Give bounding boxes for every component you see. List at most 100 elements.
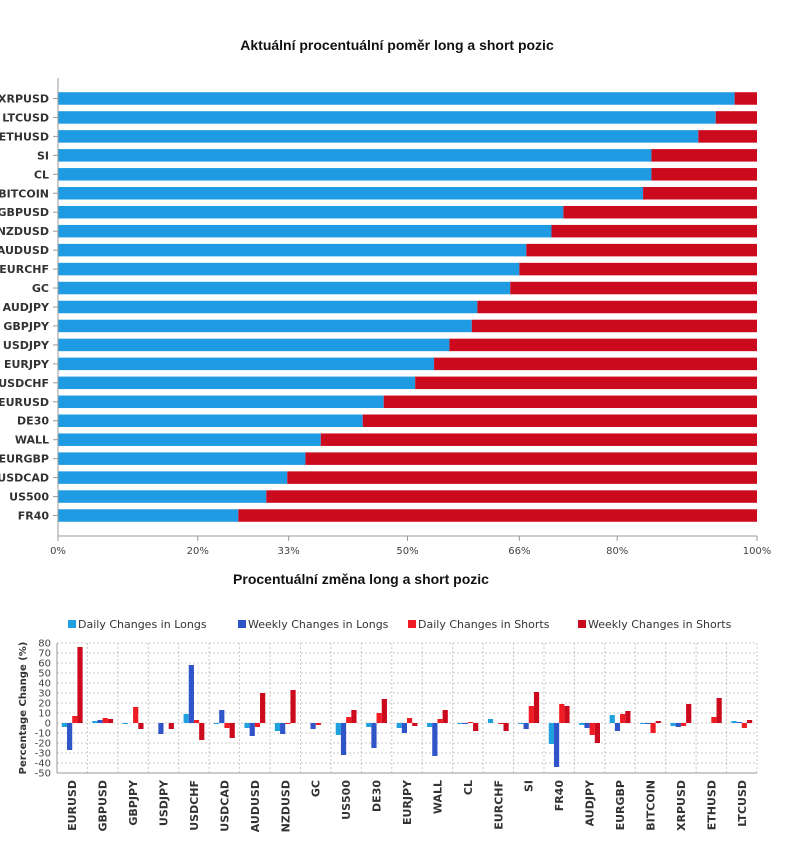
bar-weekly-short-wall — [442, 710, 448, 723]
x-tick-label: EURJPY — [401, 779, 414, 825]
bar-weekly-long-gc — [310, 723, 316, 729]
bar-daily-long-us500 — [335, 723, 341, 735]
bar-daily-long-usdcad — [213, 723, 220, 724]
bar-daily-short-nzdusd — [285, 723, 291, 724]
y-tick-label: 70 — [38, 649, 51, 660]
bar-long-us500 — [58, 490, 267, 503]
bar-daily-long-nzdusd — [274, 723, 281, 731]
bar-daily-short-usdchf — [193, 720, 200, 723]
bar-daily-short-eurusd — [72, 716, 78, 723]
bar-daily-short-bitcoin — [650, 723, 656, 733]
x-tick-label: SI — [523, 780, 536, 792]
y-tick-label: EURGBP — [0, 453, 49, 466]
bar-short-de30 — [362, 414, 757, 427]
bar-short-gbpjpy — [471, 319, 757, 333]
x-tick-label: 100% — [743, 546, 772, 557]
bar-short-usdchf — [415, 376, 757, 390]
bar-short-xrpusd — [734, 92, 757, 105]
bar-weekly-long-xrpusd — [675, 723, 681, 727]
bar-weekly-short-eurusd — [77, 647, 83, 723]
y-tick-label: DE30 — [17, 415, 49, 428]
y-tick-label: US500 — [9, 491, 49, 504]
bar-long-fr40 — [58, 509, 239, 522]
bar-daily-short-audjpy — [589, 723, 595, 735]
bar-daily-long-wall — [427, 723, 433, 727]
bar-short-wall — [320, 433, 757, 446]
legend-swatch — [578, 620, 586, 628]
x-tick-label: GBPUSD — [97, 780, 110, 831]
bar-daily-long-usdchf — [183, 714, 189, 723]
x-tick-label: LTCUSD — [736, 780, 749, 827]
y-tick-label: 10 — [38, 709, 51, 720]
bar-short-si — [651, 149, 757, 162]
x-tick-label: 0% — [50, 546, 66, 557]
bar-short-ethusd — [698, 130, 757, 143]
x-tick-label: 50% — [396, 546, 418, 557]
bar-daily-long-eurjpy — [396, 723, 402, 728]
y-tick-label: NZDUSD — [0, 225, 49, 238]
bar-long-nzdusd — [58, 224, 552, 238]
x-tick-label: USDCAD — [218, 780, 231, 832]
bar-daily-long-si — [518, 723, 524, 724]
bar-weekly-short-eurgbp — [625, 711, 631, 723]
y-tick-label: EURJPY — [4, 358, 50, 371]
bar-daily-long-eurgbp — [609, 715, 615, 723]
bar-weekly-long-ltcusd — [736, 722, 742, 723]
bar-weekly-long-audjpy — [584, 723, 590, 728]
bar-weekly-short-usdcad — [229, 723, 235, 738]
bar-weekly-short-gbpjpy — [138, 723, 144, 729]
bar-long-eurjpy — [58, 357, 435, 371]
bar-long-usdchf — [58, 376, 416, 390]
x-tick-label: EURUSD — [66, 780, 79, 831]
bar-weekly-long-eurgbp — [614, 723, 621, 731]
x-tick-label: CL — [462, 780, 475, 795]
y-tick-label: GC — [32, 282, 49, 295]
y-tick-label: USDCAD — [0, 472, 49, 485]
bar-weekly-long-si — [523, 723, 529, 729]
bar-daily-short-ethusd — [711, 717, 717, 723]
bar-daily-short-usdcad — [224, 723, 230, 728]
x-tick-label: EURGBP — [614, 780, 627, 830]
chart1-title: Aktuální procentuální poměr long a short… — [240, 37, 554, 53]
y-tick-label: ETHUSD — [0, 130, 49, 143]
y-tick-label: GBPJPY — [3, 320, 50, 333]
bar-short-gc — [510, 281, 757, 295]
bar-weekly-long-eurusd — [67, 723, 73, 750]
bar-weekly-long-gbpusd — [97, 720, 103, 723]
x-tick-label: FR40 — [553, 780, 566, 812]
bar-weekly-short-audusd — [260, 693, 266, 723]
x-tick-label: USDJPY — [158, 779, 171, 826]
bar-weekly-long-cl — [462, 723, 468, 724]
bar-daily-long-ltcusd — [731, 721, 737, 723]
bar-weekly-long-audusd — [249, 723, 255, 736]
y-tick-label: WALL — [15, 434, 49, 447]
bar-daily-short-cl — [467, 722, 474, 723]
bar-daily-short-audusd — [254, 723, 261, 727]
bar-daily-short-ltcusd — [741, 723, 747, 728]
bar-long-usdcad — [58, 471, 288, 484]
bar-daily-short-gc — [315, 723, 321, 725]
y-tick-label: 40 — [38, 679, 51, 690]
bar-weekly-short-ethusd — [716, 698, 722, 723]
x-tick-label: USDCHF — [188, 780, 201, 831]
bar-short-ltcusd — [715, 111, 757, 124]
x-tick-label: GC — [310, 780, 323, 797]
x-tick-label: DE30 — [371, 780, 384, 812]
bar-daily-long-xrpusd — [670, 723, 676, 726]
x-tick-label: 66% — [508, 546, 530, 557]
bar-short-audjpy — [477, 300, 757, 314]
bar-daily-short-eurchf — [498, 723, 504, 724]
y-tick-label: -10 — [35, 729, 51, 740]
bar-weekly-long-nzdusd — [280, 723, 286, 734]
percentage-change-chart: Procentuální změna long a short pozic Da… — [18, 571, 758, 832]
bar-long-eurchf — [58, 262, 520, 276]
bar-weekly-short-xrpusd — [686, 704, 692, 723]
y-tick-label: LTCUSD — [2, 111, 49, 124]
y-tick-label: BITCOIN — [0, 187, 49, 200]
y-tick-label: 80 — [38, 639, 51, 650]
legend-label: Weekly Changes in Shorts — [588, 618, 732, 631]
bar-daily-long-audusd — [244, 723, 250, 728]
y-tick-label: GBPUSD — [0, 206, 49, 219]
x-tick-label: NZDUSD — [279, 780, 292, 832]
chart2-title: Procentuální změna long a short pozic — [233, 571, 489, 587]
